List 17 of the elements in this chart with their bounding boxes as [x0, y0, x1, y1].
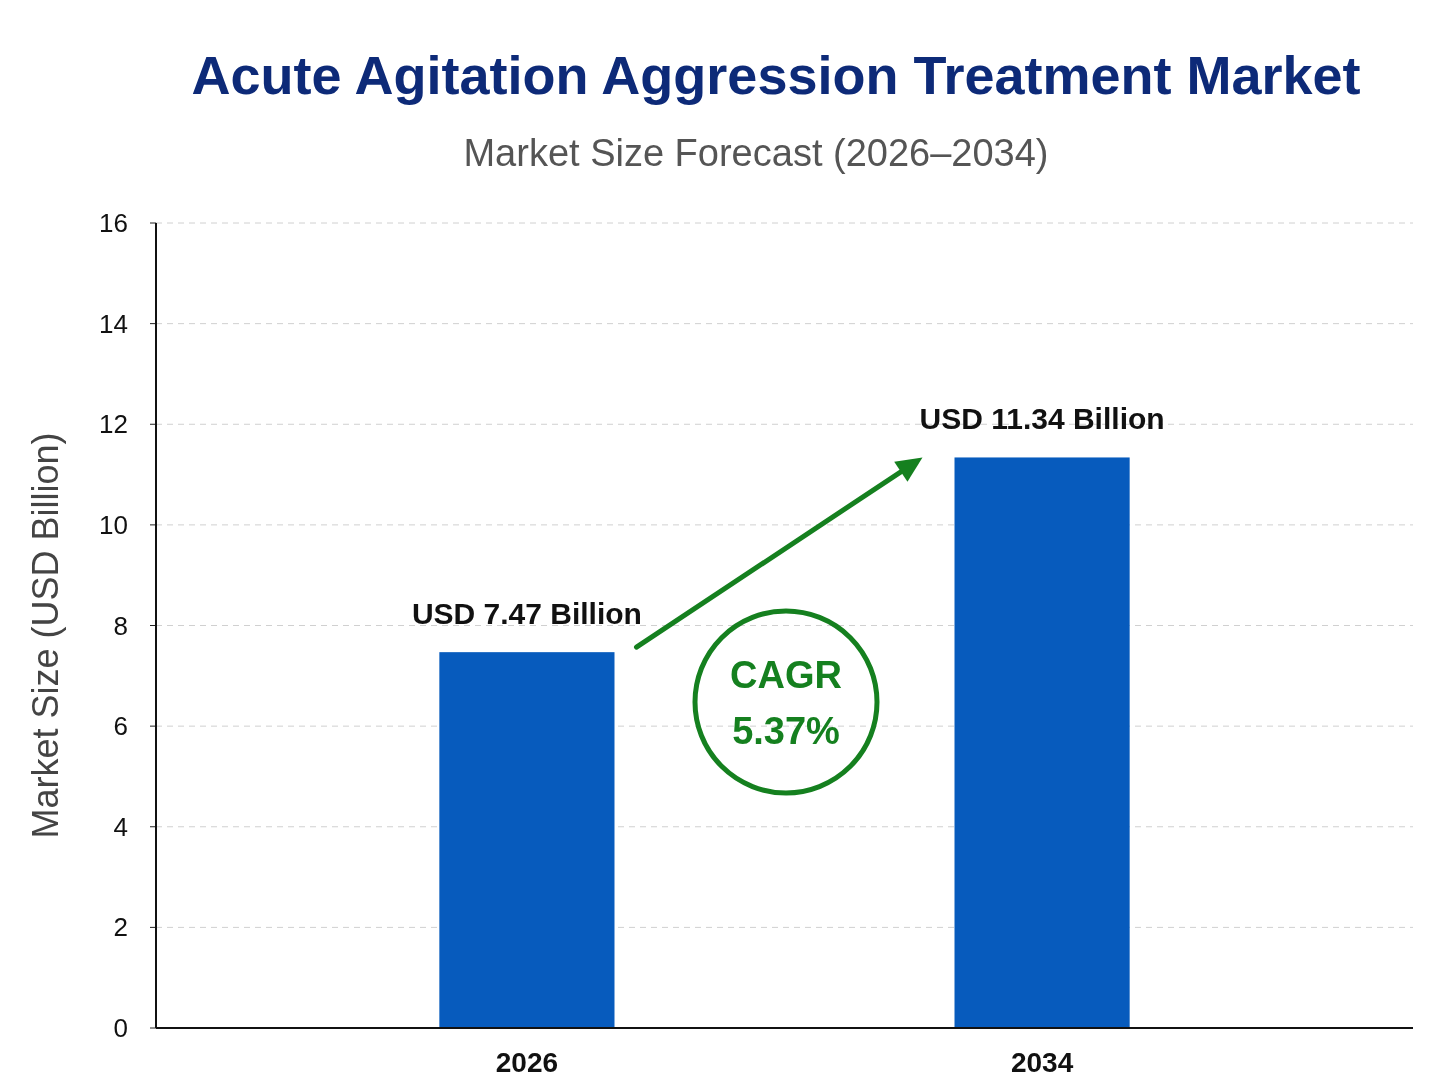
y-tick-label: 2: [113, 912, 128, 943]
data-label: USD 7.47 Billion: [411, 597, 642, 631]
y-tick-label: 0: [113, 1013, 128, 1044]
y-tick-label: 4: [113, 811, 128, 842]
x-tick-label: 2026: [495, 1047, 559, 1078]
y-tick-label: 6: [113, 711, 128, 742]
y-tick-label: 8: [113, 610, 128, 641]
annotation: CAGR 5.37%: [730, 654, 842, 752]
x-tick-label: 2034: [1010, 1047, 1074, 1078]
y-tick-label: 12: [99, 409, 128, 440]
y-tick-label: 10: [99, 509, 128, 540]
y-tick-label: 16: [99, 208, 128, 239]
y-tick-label: 14: [99, 308, 128, 339]
y-axis-title: Market Size (USD Billion): [25, 432, 66, 839]
chart-subtitle: Market Size Forecast (2026–2034): [463, 132, 1049, 174]
chart-title: Acute Agitation Aggression Treatment Market: [191, 45, 1361, 105]
data-label: USD 11.34 Billion: [919, 402, 1165, 436]
